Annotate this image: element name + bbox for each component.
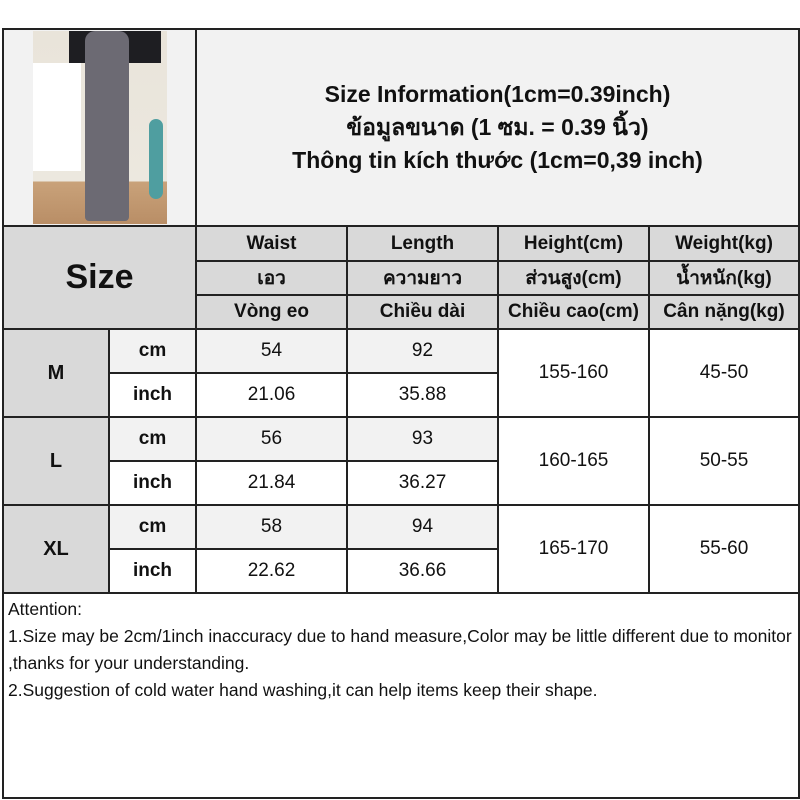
size-label: XL [2,504,110,594]
size-heading: Size [2,225,197,330]
unit-cm: cm [108,416,197,462]
length-inch: 35.88 [346,372,499,418]
weight-range: 45-50 [648,328,800,418]
attention-notes: Attention: 1.Size may be 2cm/1inch inacc… [2,592,800,799]
waist-cm: 56 [195,416,348,462]
size-information-header: Size Information(1cm=0.39inch) ข้อมูลขนา… [195,28,800,227]
col-waist-th: เอว [195,260,348,296]
length-inch: 36.27 [346,460,499,506]
unit-inch: inch [108,548,197,594]
waist-cm: 54 [195,328,348,374]
height-range: 165-170 [497,504,650,594]
size-label: M [2,328,110,418]
col-height-en: Height(cm) [497,225,650,262]
table-row: inch 21.06 35.88 [3,372,799,418]
col-length-vi: Chiều dài [346,294,499,330]
length-cm: 93 [346,416,499,462]
weight-range: 55-60 [648,504,800,594]
length-cm: 92 [346,328,499,374]
height-range: 155-160 [497,328,650,418]
attention-note-2: 2.Suggestion of cold water hand washing,… [8,680,598,700]
col-weight-th: น้ำหนัก(kg) [648,260,800,296]
height-range: 160-165 [497,416,650,506]
length-inch: 36.66 [346,548,499,594]
col-waist-vi: Vòng eo [195,294,348,330]
table-row: M cm 54 92 155-160 45-50 [2,328,800,418]
size-label: L [2,416,110,506]
waist-inch: 22.62 [195,548,348,594]
unit-cm: cm [108,504,197,550]
table-row: XL cm 58 94 165-170 55-60 [2,504,800,594]
col-weight-vi: Cân nặng(kg) [648,294,800,330]
table-row: inch 21.84 36.27 [3,460,799,506]
waist-inch: 21.84 [195,460,348,506]
unit-inch: inch [108,372,197,418]
col-length-th: ความยาว [346,260,499,296]
product-photo [32,31,167,224]
col-length-en: Length [346,225,499,262]
table-row: inch 22.62 36.66 [3,548,799,594]
attention-note-1: 1.Size may be 2cm/1inch inaccuracy due t… [8,626,792,673]
title-english: Size Information(1cm=0.39inch) [324,81,671,107]
length-cm: 94 [346,504,499,550]
size-chart-table: Size Information(1cm=0.39inch) ข้อมูลขนา… [2,28,800,799]
col-height-th: ส่วนสูง(cm) [497,260,650,296]
product-image-cell [2,28,197,227]
col-waist-en: Waist [195,225,348,262]
col-height-vi: Chiều cao(cm) [497,294,650,330]
title-thai: ข้อมูลขนาด (1 ซม. = 0.39 นิ้ว) [346,114,649,140]
waist-cm: 58 [195,504,348,550]
unit-inch: inch [108,460,197,506]
title-vietnamese: Thông tin kích thước (1cm=0,39 inch) [292,147,703,173]
table-row: L cm 56 93 160-165 50-55 [2,416,800,506]
waist-inch: 21.06 [195,372,348,418]
weight-range: 50-55 [648,416,800,506]
col-weight-en: Weight(kg) [648,225,800,262]
unit-cm: cm [108,328,197,374]
attention-heading: Attention: [8,599,82,619]
